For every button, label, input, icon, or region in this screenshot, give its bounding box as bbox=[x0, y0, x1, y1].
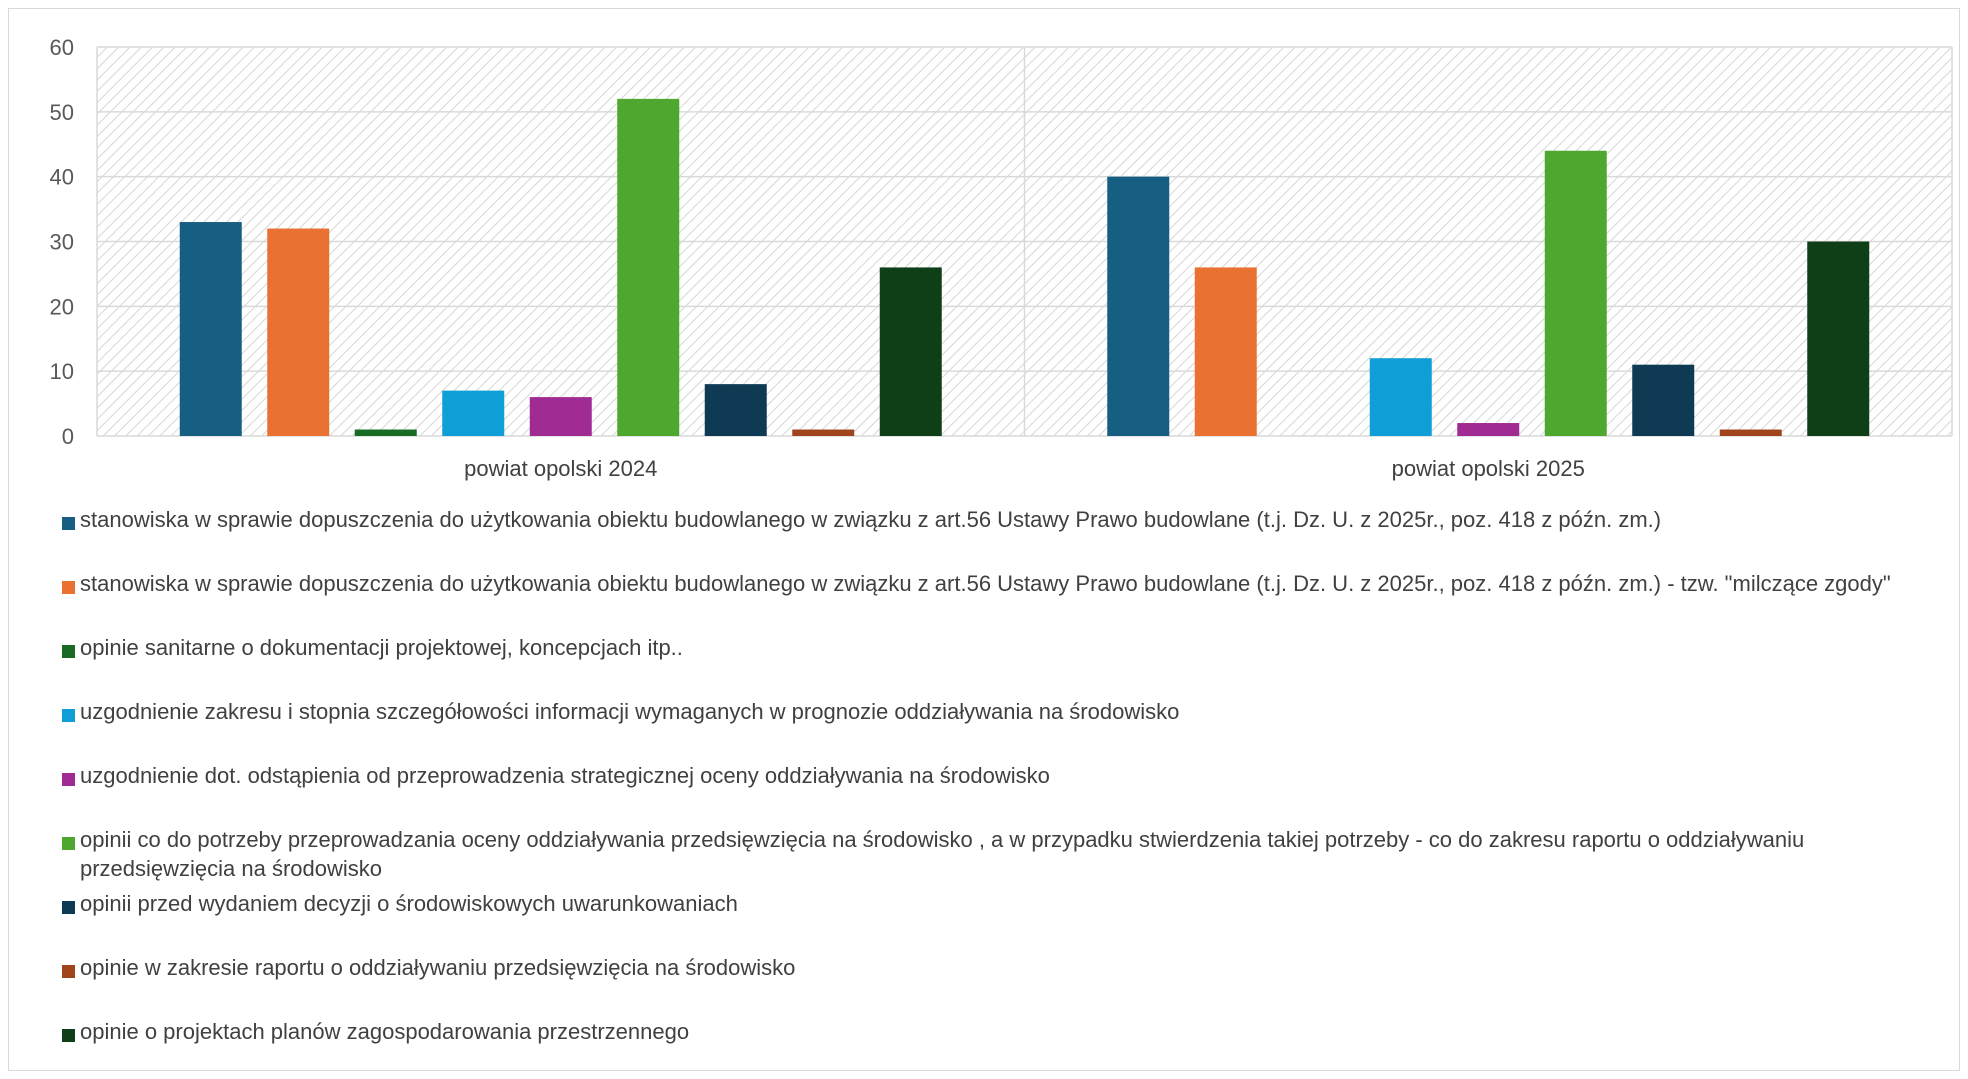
legend-item: stanowiska w sprawie dopuszczenia do uży… bbox=[59, 569, 1964, 598]
y-tick-label: 10 bbox=[50, 359, 74, 384]
bar bbox=[792, 430, 854, 436]
bar bbox=[705, 384, 767, 436]
legend-label: opinie w zakresie raportu o oddziaływani… bbox=[80, 953, 1964, 982]
legend-item: stanowiska w sprawie dopuszczenia do uży… bbox=[59, 505, 1964, 534]
bar bbox=[617, 99, 679, 436]
bar bbox=[442, 391, 504, 436]
bar bbox=[1457, 423, 1519, 436]
legend-label: opinii co do potrzeby przeprowadzania oc… bbox=[80, 825, 1964, 883]
bar bbox=[355, 430, 417, 436]
y-tick-label: 60 bbox=[50, 35, 74, 60]
bar bbox=[1370, 358, 1432, 436]
legend-swatch bbox=[62, 1029, 75, 1042]
legend-swatch bbox=[62, 837, 75, 850]
bar bbox=[180, 222, 242, 436]
legend-swatch bbox=[62, 965, 75, 978]
legend-swatch bbox=[62, 773, 75, 786]
legend-item: uzgodnienie dot. odstąpienia od przeprow… bbox=[59, 761, 1964, 790]
legend-item: opinie o projektach planów zagospodarowa… bbox=[59, 1017, 1964, 1046]
legend-item: uzgodnienie zakresu i stopnia szczegółow… bbox=[59, 697, 1964, 726]
bar bbox=[530, 397, 592, 436]
legend-label: stanowiska w sprawie dopuszczenia do uży… bbox=[80, 569, 1964, 598]
legend-label: stanowiska w sprawie dopuszczenia do uży… bbox=[80, 505, 1964, 534]
bar bbox=[267, 229, 329, 436]
chart-plot: 0 10 20 30 40 50 60 powiat opolski 2024 powiat o… bbox=[9, 9, 1961, 489]
legend-label: uzgodnienie dot. odstąpienia od przeprow… bbox=[80, 761, 1964, 790]
bar bbox=[1107, 177, 1169, 436]
legend-swatch bbox=[62, 901, 75, 914]
legend-label: opinie sanitarne o dokumentacji projekto… bbox=[80, 633, 1964, 662]
category-label: powiat opolski 2024 bbox=[464, 456, 657, 481]
y-tick-label: 30 bbox=[50, 230, 74, 255]
bar bbox=[1632, 365, 1694, 436]
y-tick-label: 40 bbox=[50, 165, 74, 190]
legend-label: uzgodnienie zakresu i stopnia szczegółow… bbox=[80, 697, 1964, 726]
legend-item: opinii co do potrzeby przeprowadzania oc… bbox=[59, 825, 1964, 883]
legend-item: opinie w zakresie raportu o oddziaływani… bbox=[59, 953, 1964, 982]
legend-label: opinie o projektach planów zagospodarowa… bbox=[80, 1017, 1964, 1046]
bar bbox=[1720, 430, 1782, 436]
bar bbox=[1807, 242, 1869, 437]
legend-item: opinii przed wydaniem decyzji o środowis… bbox=[59, 889, 1964, 918]
legend-item: opinie sanitarne o dokumentacji projekto… bbox=[59, 633, 1964, 662]
legend-swatch bbox=[62, 517, 75, 530]
y-tick-label: 0 bbox=[62, 424, 74, 449]
bar bbox=[880, 267, 942, 436]
legend-label: opinii przed wydaniem decyzji o środowis… bbox=[80, 889, 1964, 918]
legend-swatch bbox=[62, 581, 75, 594]
category-label: powiat opolski 2025 bbox=[1392, 456, 1585, 481]
bar bbox=[1545, 151, 1607, 436]
bar bbox=[1195, 267, 1257, 436]
y-tick-label: 50 bbox=[50, 100, 74, 125]
legend-swatch bbox=[62, 645, 75, 658]
chart-frame: 0 10 20 30 40 50 60 powiat opolski 2024 powiat o… bbox=[8, 8, 1960, 1071]
legend-swatch bbox=[62, 709, 75, 722]
y-tick-label: 20 bbox=[50, 294, 74, 319]
